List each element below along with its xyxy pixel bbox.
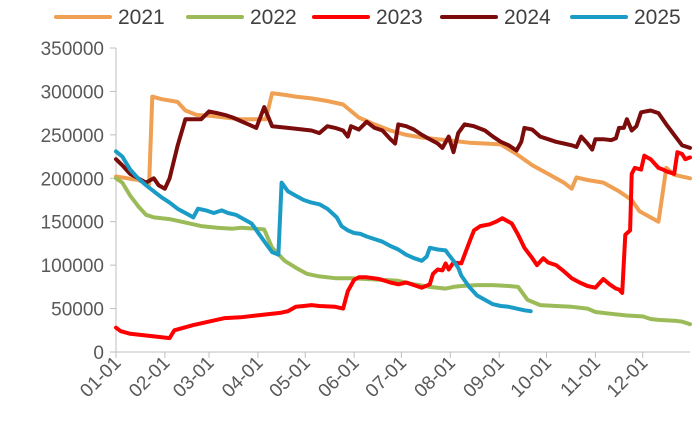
x-tick-label: 05-01 (266, 353, 315, 402)
y-tick-label: 50000 (51, 300, 104, 321)
x-tick-label: 12-01 (603, 353, 652, 402)
y-tick-label: 150000 (41, 213, 104, 234)
x-tick-label: 02-01 (125, 353, 174, 402)
x-tick-label: 07-01 (362, 353, 411, 402)
legend-label: 2025 (634, 6, 681, 29)
legend-item-2024: 2024 (440, 6, 551, 29)
series-line-2022 (114, 176, 692, 327)
legend-item-2022: 2022 (186, 6, 297, 29)
y-tick-label: 100000 (41, 256, 104, 277)
legend: 2021 2022 2023 2024 2025 (54, 6, 681, 29)
series-line-2023 (114, 150, 692, 341)
x-tick-label: 06-01 (314, 353, 363, 402)
x-tick-label: 08-01 (411, 353, 460, 402)
x-tick-label: 04-01 (218, 353, 267, 402)
legend-item-2025: 2025 (570, 6, 681, 29)
y-axis: 0 50000 100000 150000 200000 250000 300000 3500… (41, 39, 117, 364)
y-tick-label: 250000 (41, 126, 104, 147)
x-tick-label: 11-01 (557, 353, 605, 401)
x-tick-label: 10-01 (507, 353, 556, 402)
y-tick-label: 300000 (41, 82, 104, 103)
plot-area (114, 91, 692, 341)
legend-label: 2021 (118, 6, 165, 29)
x-tick-label: 03-01 (169, 353, 218, 402)
y-tick-label: 350000 (41, 39, 104, 60)
legend-label: 2022 (250, 6, 297, 29)
y-tick-label: 0 (93, 343, 104, 364)
series-line-2021 (114, 91, 692, 224)
legend-label: 2024 (504, 6, 551, 29)
series-line-2025 (114, 149, 533, 314)
legend-item-2023: 2023 (312, 6, 423, 29)
y-tick-label: 200000 (41, 169, 104, 190)
x-tick-label: 09-01 (460, 353, 509, 402)
series-line-2024 (114, 105, 692, 191)
legend-item-2021: 2021 (54, 6, 165, 29)
legend-label: 2023 (376, 6, 423, 29)
